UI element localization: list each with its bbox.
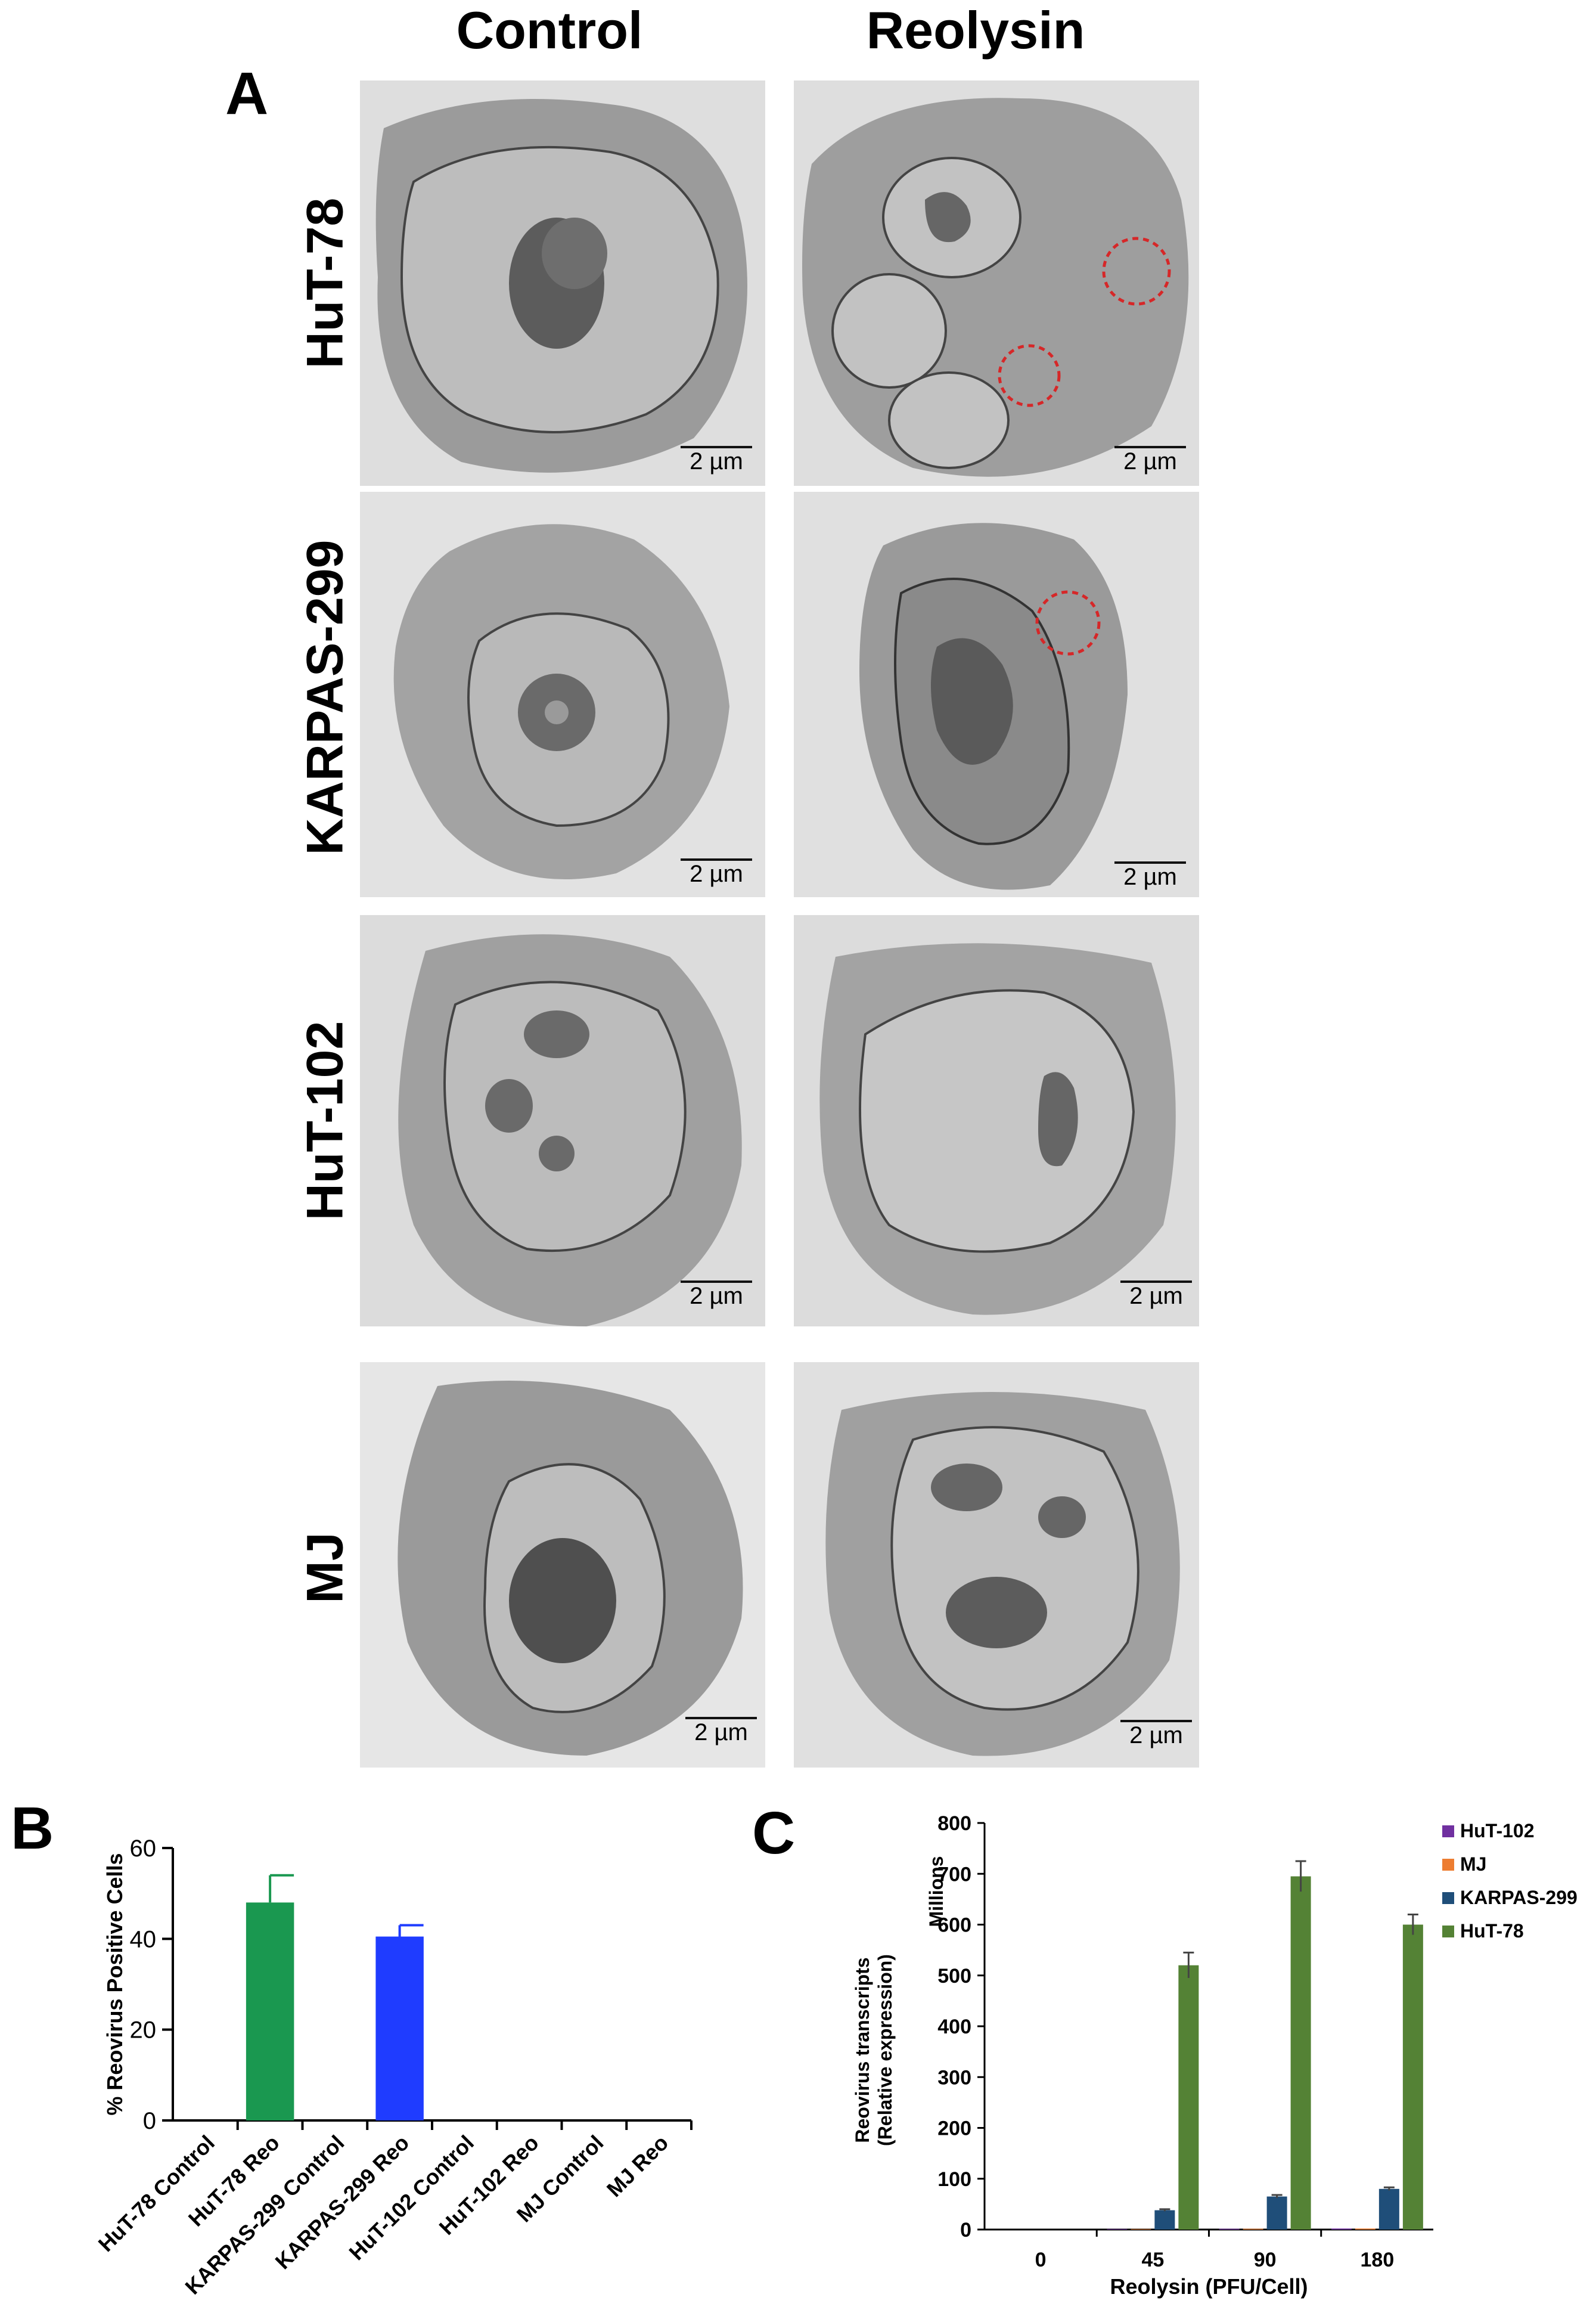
bar-hut-102 xyxy=(1107,2229,1128,2230)
micrograph-hut102-reolysin xyxy=(794,915,1199,1326)
bar-hut-78 xyxy=(1178,1965,1199,2230)
x-tick-label: 45 xyxy=(1141,2249,1164,2271)
micrograph-mj-control xyxy=(360,1362,765,1768)
scale-bar: 2 µm xyxy=(681,446,752,475)
column-header-reolysin: Reolysin xyxy=(866,1,1085,60)
y-axis-label: % Reovirus Positive Cells xyxy=(103,1853,127,2115)
x-tick-label: 90 xyxy=(1254,2249,1277,2271)
micrograph-karpas299-control xyxy=(360,492,765,897)
legend-label: MJ xyxy=(1460,1853,1486,1875)
y-tick-label: 100 xyxy=(937,2168,971,2191)
legend-label: KARPAS-299 xyxy=(1460,1887,1578,1908)
y-axis-label-2: (Relative expression) xyxy=(874,1954,896,2146)
y-tick-label: 0 xyxy=(960,2219,971,2241)
scale-bar: 2 µm xyxy=(681,858,752,888)
x-tick-label: 0 xyxy=(1035,2249,1047,2271)
legend-swatch xyxy=(1442,1825,1454,1837)
y-tick-label: 800 xyxy=(937,1812,971,1835)
row-label-hut78: HuT-78 xyxy=(296,197,354,369)
bar-mj xyxy=(1243,2228,1263,2230)
y-tick-label: 500 xyxy=(937,1965,971,1988)
legend-swatch xyxy=(1442,1892,1454,1904)
row-label-karpas299: KARPAS-299 xyxy=(296,540,354,855)
column-header-control: Control xyxy=(456,1,643,60)
legend-swatch xyxy=(1442,1859,1454,1871)
micrograph-hut102-control xyxy=(360,915,765,1326)
chart-c: 0 100 200 300 400 500 600 700 800 Millions Reoviru… xyxy=(852,1812,1578,2299)
panel-b-letter: B xyxy=(11,1795,54,1862)
scale-bar: 2 µm xyxy=(1120,1280,1192,1310)
micrograph-hut78-control xyxy=(360,80,765,486)
legend-label: HuT-78 xyxy=(1460,1920,1524,1942)
scale-bar: 2 µm xyxy=(1114,446,1186,475)
micrograph-karpas299-reolysin xyxy=(794,492,1199,897)
legend-label: HuT-102 xyxy=(1460,1820,1534,1841)
micrograph-hut78-reolysin xyxy=(794,80,1199,486)
bar-mj xyxy=(1131,2229,1151,2230)
panel-c-letter: C xyxy=(752,1800,796,1866)
y-tick-label: 300 xyxy=(937,2066,971,2089)
scale-bar: 2 µm xyxy=(681,1280,752,1310)
bar xyxy=(375,1936,424,2120)
panel-a-letter: A xyxy=(225,60,269,127)
bar-mj xyxy=(1355,2228,1375,2230)
scale-bar: 2 µm xyxy=(685,1717,757,1746)
bar xyxy=(246,1902,294,2120)
scale-bar: 2 µm xyxy=(1114,861,1186,891)
y-tick-label: 700 xyxy=(937,1863,971,1886)
bar-hut-102 xyxy=(1331,2228,1352,2230)
y-tick-label: 200 xyxy=(937,2117,971,2140)
units-label: Millions xyxy=(926,1856,947,1927)
scale-bar: 2 µm xyxy=(1120,1720,1192,1749)
bar-hut-78 xyxy=(1402,1924,1423,2230)
row-label-hut102: HuT-102 xyxy=(296,1021,354,1221)
x-axis-label: Reolysin (PFU/Cell) xyxy=(1110,2274,1308,2299)
y-tick-label: 20 xyxy=(130,2017,157,2044)
bar-karpas-299 xyxy=(1378,2188,1399,2230)
legend-swatch xyxy=(1442,1926,1454,1937)
x-tick-label: 180 xyxy=(1361,2249,1395,2271)
micrograph-mj-reolysin xyxy=(794,1362,1199,1768)
chart-b: 0 20 40 60% Reovirus Positive Cells HuT-78 C… xyxy=(94,1835,693,2299)
bar-hut-102 xyxy=(1219,2228,1240,2230)
y-axis-label: Reovirus transcripts xyxy=(852,1957,873,2143)
y-tick-label: 400 xyxy=(937,2016,971,2038)
y-tick-label: 600 xyxy=(937,1914,971,1937)
bar-hut-78 xyxy=(1290,1876,1311,2230)
y-tick-label: 0 xyxy=(143,2108,156,2134)
bar-karpas-299 xyxy=(1266,2196,1287,2230)
bar-karpas-299 xyxy=(1154,2210,1175,2230)
row-label-mj: MJ xyxy=(296,1532,354,1604)
y-tick-label: 60 xyxy=(130,1835,157,1862)
x-tick-label: MJ Reo xyxy=(602,2131,673,2202)
y-tick-label: 40 xyxy=(130,1926,157,1952)
x-tick-label: HuT-78 Control xyxy=(94,2131,219,2256)
